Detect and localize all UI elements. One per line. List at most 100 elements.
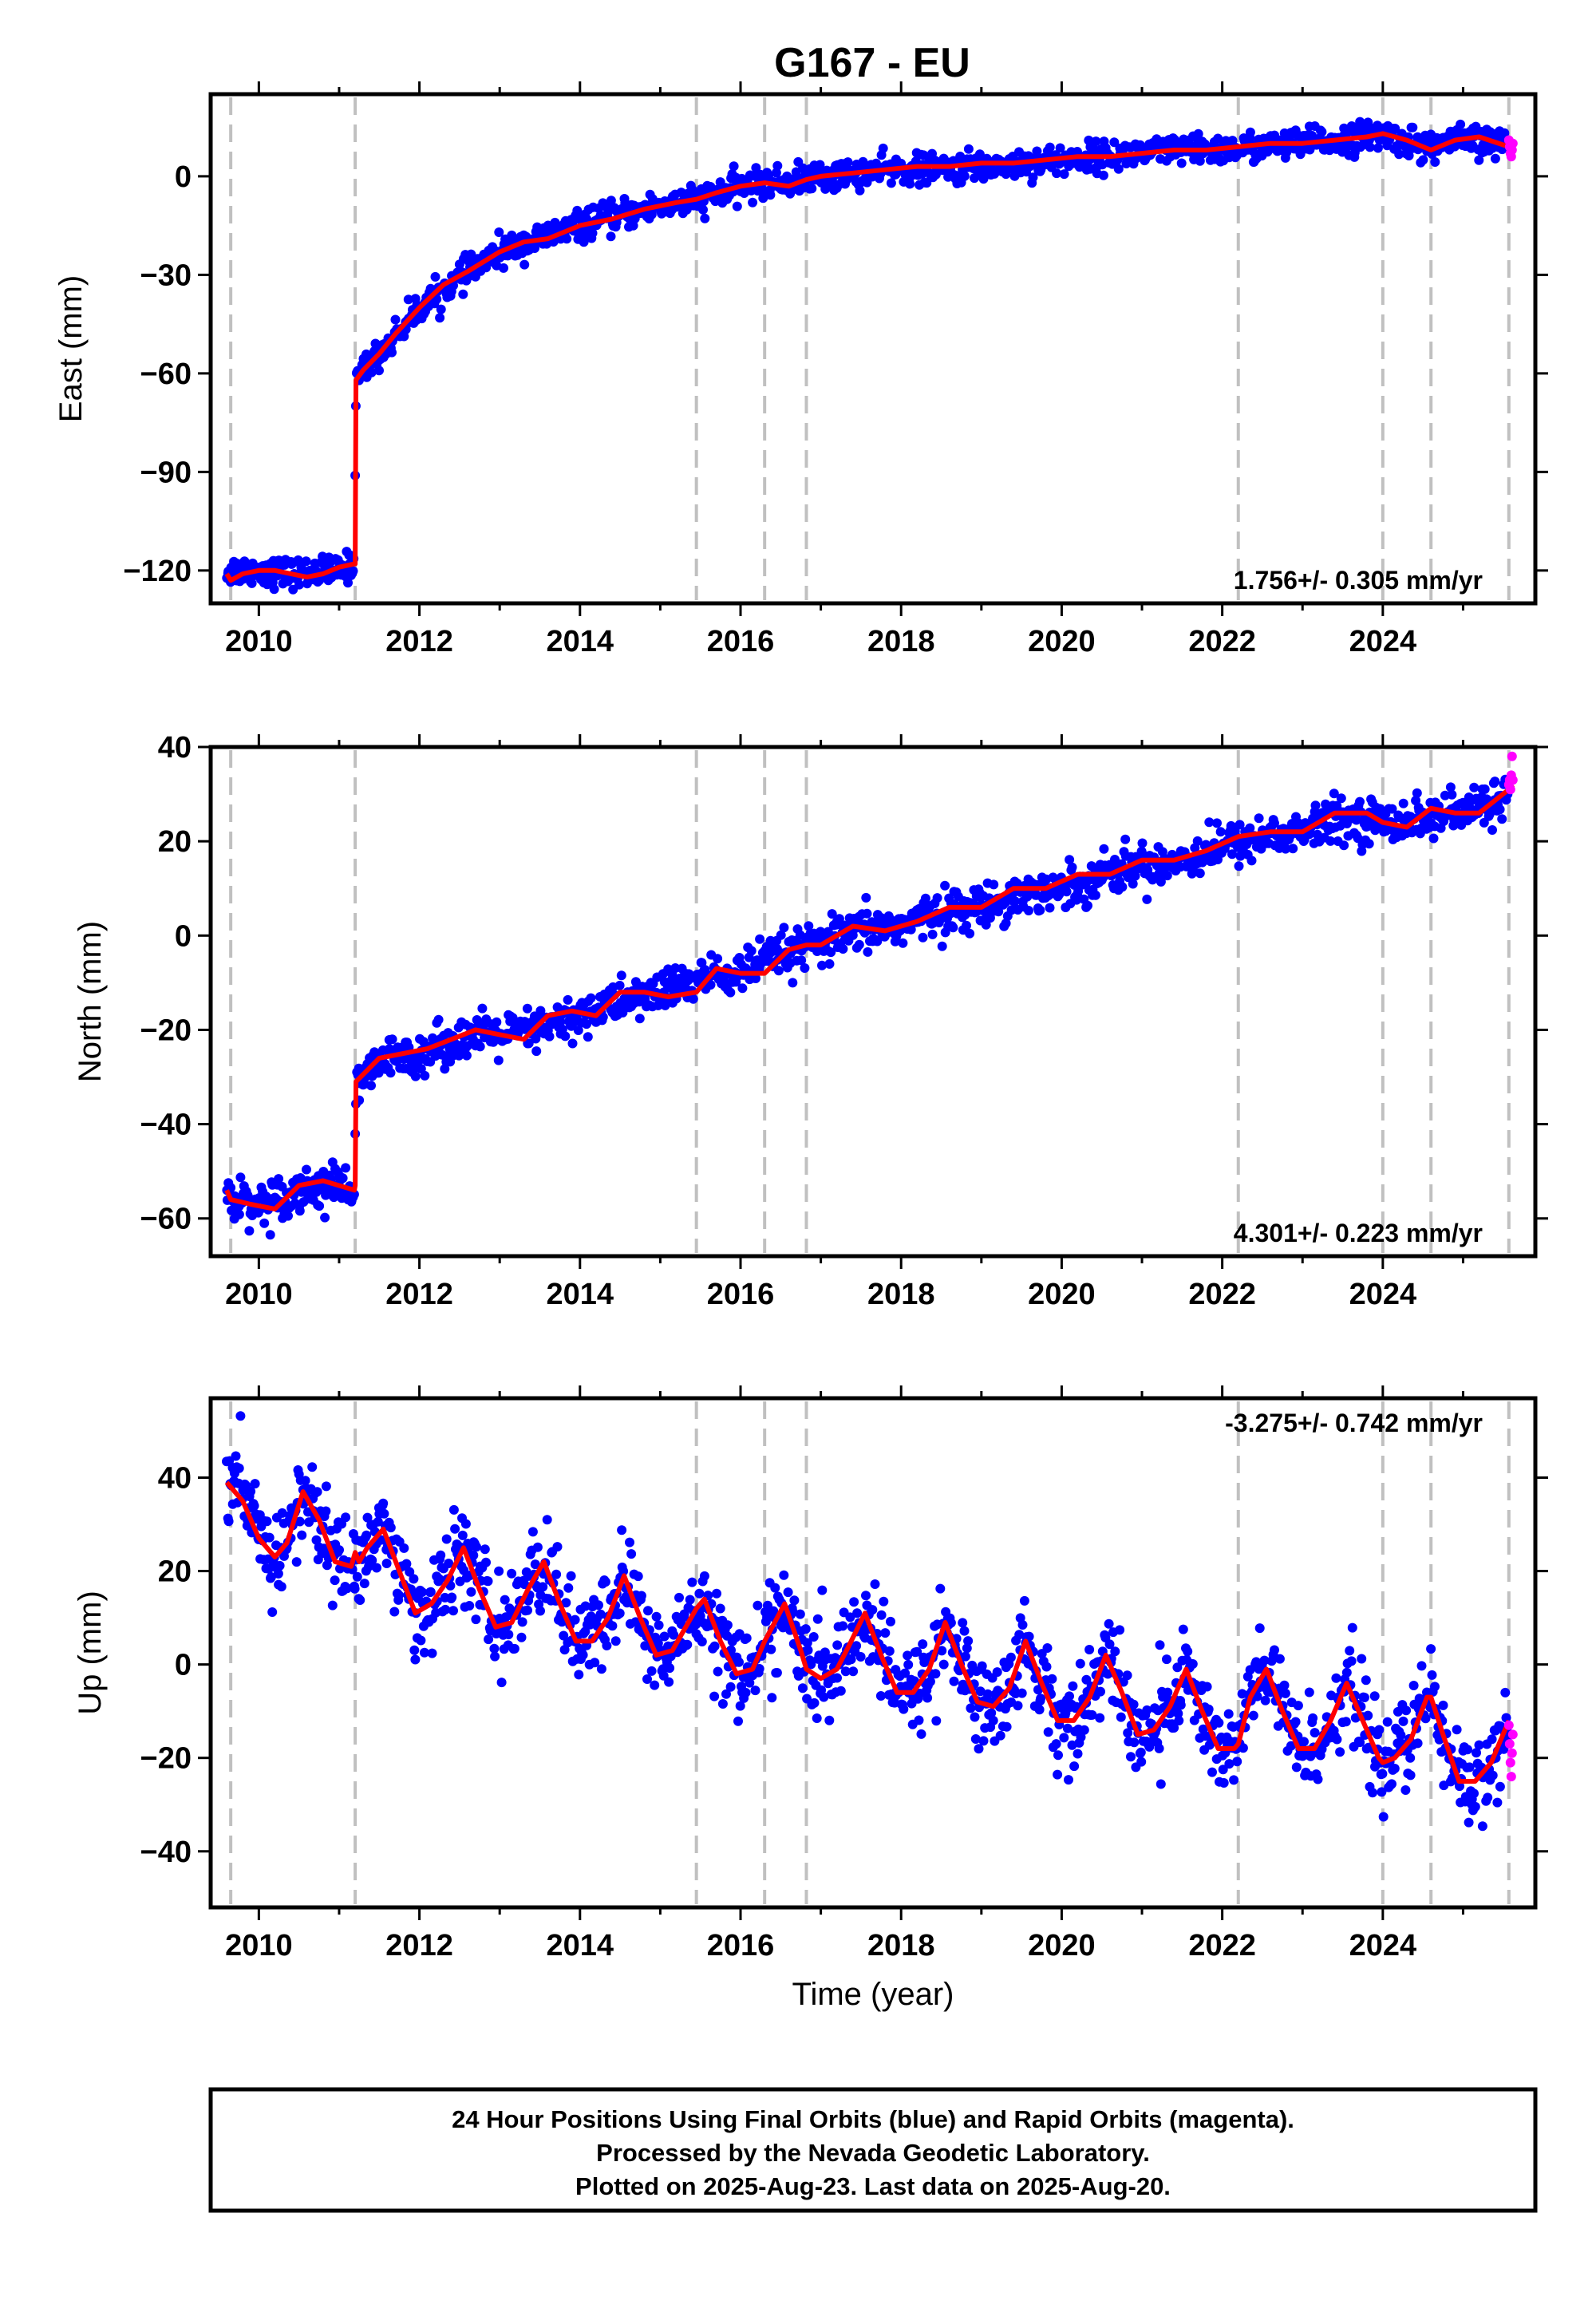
final-orbit-point [717,1699,728,1709]
final-orbit-point [1501,1713,1511,1723]
rapid-orbit-point [1507,1729,1518,1740]
final-orbit-point [250,1479,260,1489]
final-orbit-point [1117,882,1128,892]
rapid-orbit-point [1507,138,1518,148]
final-orbit-point [1464,1762,1475,1773]
rate-annotation: 1.756+/- 0.305 mm/yr [1234,566,1483,595]
final-orbit-point [590,1658,600,1668]
final-orbit-point [796,955,807,966]
final-orbit-point [409,1574,419,1584]
final-orbit-point [1427,1670,1437,1680]
final-orbit-point [843,157,853,168]
final-orbit-point [1394,149,1404,160]
final-orbit-point [1245,823,1255,833]
final-orbit-point [804,921,814,931]
final-orbit-point [447,1592,457,1603]
final-orbit-point [1382,1717,1393,1727]
final-orbit-point [496,1678,507,1688]
final-orbit-point [732,201,742,211]
final-orbit-point [914,1715,924,1725]
final-orbit-point [244,1226,255,1236]
final-orbit-point [410,1071,421,1081]
final-orbit-point [903,1650,913,1661]
final-orbit-point [1310,800,1321,811]
final-orbit-point [1484,809,1495,820]
final-orbit-point [1109,137,1120,148]
x-tick-label: 2016 [707,625,775,658]
final-orbit-point [962,920,971,931]
final-orbit-point [753,1600,763,1611]
final-orbit-point [1365,142,1375,152]
final-orbit-point [1084,1645,1095,1654]
final-orbit-point [826,947,836,958]
final-orbit-point [900,1668,911,1678]
final-orbit-point [1028,172,1038,183]
final-orbit-point [355,1595,365,1605]
plot-frame [208,92,1538,606]
final-orbit-point [249,1500,259,1511]
final-orbit-point [870,1579,880,1589]
y-tick-label: −20 [140,1014,192,1047]
final-orbit-point [1377,1769,1388,1779]
final-orbit-point [1254,813,1264,824]
final-orbit-point [1313,1774,1323,1784]
final-orbit-point [231,1451,241,1461]
final-orbit-point [587,228,598,239]
footer-line-3: Plotted on 2025-Aug-23. Last data on 202… [575,2172,1171,2200]
final-orbit-point [555,1017,566,1027]
final-orbit-point [1363,1710,1373,1721]
final-orbit-point [687,1577,697,1587]
final-orbit-point [1495,804,1505,815]
final-orbit-point [563,1583,574,1593]
final-orbit-point [1373,143,1383,153]
y-tick-label: −60 [140,358,192,391]
final-orbit-point [1387,1779,1396,1789]
final-orbit-point [861,892,871,903]
final-orbit-point [259,1218,270,1228]
final-orbit-point [1104,1618,1114,1629]
final-orbit-point [1282,147,1292,157]
final-orbit-point [403,294,413,305]
final-orbit-point [531,1046,542,1057]
final-orbit-point [802,1638,812,1648]
final-orbit-point [223,1516,234,1527]
final-orbit-point [898,938,908,948]
final-orbit-point [1405,1770,1416,1780]
final-orbit-point [918,1639,928,1650]
final-orbit-point [916,1729,926,1739]
final-orbit-point [563,994,573,1005]
final-orbit-point [1374,1725,1385,1735]
final-orbit-point [1490,153,1500,164]
final-orbit-point [293,555,303,565]
final-orbit-point [817,960,827,970]
final-orbit-point [1224,1759,1235,1769]
final-orbit-point [960,1651,970,1662]
final-orbit-point [1163,1687,1173,1697]
final-orbit-point [387,1034,397,1045]
final-orbit-point [1195,868,1205,879]
final-orbit-point [642,1674,652,1684]
final-orbit-point [441,1534,452,1544]
x-tick-label: 2014 [547,1278,614,1311]
final-orbit-point [1215,827,1226,837]
final-orbit-point [574,1670,584,1680]
final-orbit-point [595,1609,606,1619]
y-tick-label: −40 [140,1109,192,1142]
final-orbit-point [876,1610,887,1620]
final-orbit-point [430,271,440,282]
final-orbit-point [573,1026,583,1035]
final-orbit-point [560,1031,571,1041]
final-orbit-point [1346,1656,1357,1666]
final-orbit-point [880,1628,891,1638]
final-orbit-point [1248,1710,1258,1721]
final-orbit-point [359,1579,369,1589]
final-orbit-point [845,1612,855,1622]
final-orbit-point [1452,1725,1462,1735]
final-orbit-point [618,1566,629,1576]
final-orbit-point [321,1481,331,1492]
final-orbit-point [1393,1706,1403,1717]
final-orbit-point [516,1632,527,1642]
rapid-orbit-point [1507,775,1518,785]
final-orbit-point [1479,784,1490,794]
final-orbit-point [797,1683,808,1694]
